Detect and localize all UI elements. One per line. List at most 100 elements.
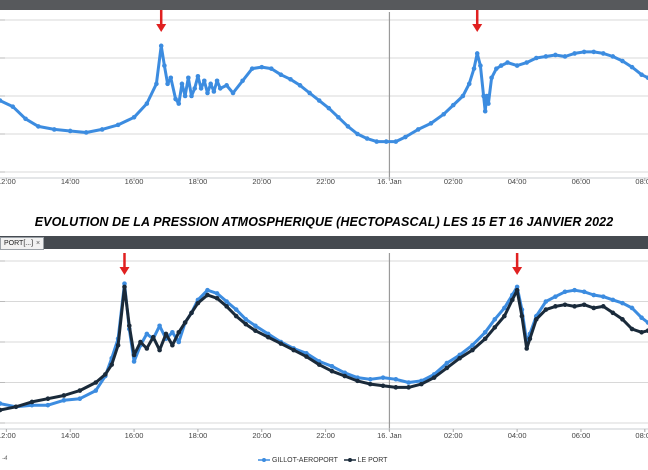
footer-note: -4 xyxy=(2,456,8,462)
data-point xyxy=(364,136,370,141)
data-point xyxy=(428,121,434,126)
data-point xyxy=(355,375,360,380)
data-point xyxy=(67,128,73,134)
data-point xyxy=(629,326,635,332)
data-point xyxy=(217,86,223,91)
x-tick-label: 16. Jan xyxy=(377,431,402,440)
data-point xyxy=(329,364,335,369)
data-point xyxy=(572,51,577,56)
data-point xyxy=(115,342,121,348)
data-point xyxy=(601,51,606,56)
data-point xyxy=(519,313,525,319)
data-point xyxy=(393,385,399,390)
data-point xyxy=(562,54,568,59)
data-point xyxy=(470,347,475,353)
data-point xyxy=(610,310,616,316)
data-point xyxy=(470,342,475,348)
data-point xyxy=(176,101,182,106)
data-point xyxy=(214,295,220,301)
data-point xyxy=(61,393,67,398)
data-point xyxy=(51,127,57,132)
arrow-down-icon xyxy=(156,24,167,32)
data-point xyxy=(150,334,156,340)
data-point xyxy=(176,339,182,345)
x-tick-label: 14:00 xyxy=(61,431,80,440)
data-point xyxy=(326,105,332,111)
data-point xyxy=(620,300,625,306)
data-point xyxy=(591,49,597,55)
x-tick-label: 22:00 xyxy=(316,431,335,440)
data-point xyxy=(610,297,616,303)
series-line-gillot-aeroport xyxy=(0,282,648,409)
data-point xyxy=(243,317,249,322)
x-tick-label: 04:00 xyxy=(508,177,527,186)
data-point xyxy=(482,108,488,114)
data-point xyxy=(581,49,587,55)
chart-title: EVOLUTION DE LA PRESSION ATMOSPHERIQUE (… xyxy=(34,215,614,229)
data-point xyxy=(253,323,258,329)
data-point xyxy=(562,289,568,295)
series-line-pressure xyxy=(0,44,648,144)
data-point xyxy=(527,336,533,342)
legend-item-gillot[interactable]: GILLOT-AEROPORT xyxy=(258,457,340,464)
data-point xyxy=(355,378,360,384)
data-point xyxy=(115,122,121,128)
data-point xyxy=(645,328,648,333)
data-point xyxy=(195,73,201,79)
data-point xyxy=(502,305,507,311)
data-point xyxy=(553,304,558,309)
data-point xyxy=(304,354,309,359)
data-point xyxy=(138,339,143,345)
x-tick-label: 12:00 xyxy=(0,431,16,440)
legend-label-leport: LE PORT xyxy=(357,456,388,464)
data-point xyxy=(591,292,597,298)
data-point xyxy=(162,63,167,68)
data-point xyxy=(329,368,335,374)
data-point xyxy=(99,127,105,132)
station-tab[interactable]: PORT[...] × xyxy=(0,237,45,250)
data-point xyxy=(288,76,293,82)
data-point xyxy=(144,331,150,337)
data-point xyxy=(441,111,447,117)
data-point xyxy=(291,347,296,353)
data-point xyxy=(498,63,504,68)
data-point xyxy=(182,93,188,99)
data-point xyxy=(144,101,150,106)
x-tick-label: 12:00 xyxy=(0,177,16,186)
data-point xyxy=(131,352,137,358)
data-point xyxy=(157,323,162,329)
data-point xyxy=(533,55,539,61)
data-point xyxy=(214,291,220,296)
x-tick-label: 20:00 xyxy=(252,177,271,186)
data-point xyxy=(403,134,408,140)
data-point xyxy=(581,289,587,295)
data-point xyxy=(601,304,606,309)
x-tick-label: 18:00 xyxy=(189,431,208,440)
arrow-down-icon xyxy=(472,24,483,32)
data-point xyxy=(345,124,351,129)
data-point xyxy=(533,317,539,322)
data-point xyxy=(211,89,217,94)
data-point xyxy=(307,90,312,96)
data-point xyxy=(233,313,239,319)
x-tick-label: 14:00 xyxy=(61,177,80,186)
data-point xyxy=(122,281,127,286)
x-tick-label: 18:00 xyxy=(189,177,208,186)
data-point xyxy=(482,329,488,335)
data-point xyxy=(278,72,284,78)
data-point xyxy=(474,51,480,56)
data-point xyxy=(494,66,499,71)
data-point xyxy=(514,284,520,290)
station-tab-label: PORT[...] xyxy=(4,240,34,247)
top-pressure-chart: 12:00 14:00 16:00 18:00 20:00 22:00 16. Jan 02:… xyxy=(0,10,648,186)
x-tick-label: 22:00 xyxy=(316,177,335,186)
data-point xyxy=(0,401,3,406)
top-window-strip xyxy=(0,0,648,10)
close-icon[interactable]: × xyxy=(36,240,41,247)
data-point xyxy=(620,317,625,322)
data-point xyxy=(230,90,236,96)
data-point xyxy=(122,284,127,290)
legend-item-leport[interactable]: LE PORT xyxy=(343,456,388,464)
x-tick-label: 06:00 xyxy=(572,431,591,440)
data-point xyxy=(0,407,3,413)
